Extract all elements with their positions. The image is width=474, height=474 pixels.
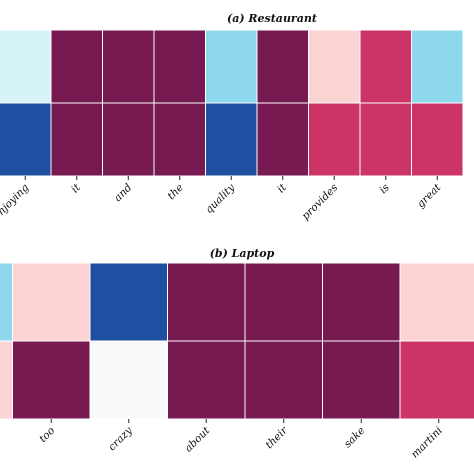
restaurant-tick-label: quality [203,181,238,216]
restaurant-cell-r0-c9 [411,29,464,104]
restaurant-tick-label: great [415,181,444,210]
restaurant-cell-r0-c4 [153,29,206,104]
laptop-cell-r0-c4 [244,262,323,342]
restaurant-heatmap: (a) Restaurant menjoyingitandthequalityi… [0,12,464,222]
laptop-tick-label: martini [409,425,445,461]
laptop-cell-r1-c0 [0,340,13,420]
laptop-tick-label: about [182,424,212,454]
laptop-cell-r1-c4 [244,340,323,420]
restaurant-cell-r0-c7 [308,29,361,104]
laptop-cell-r0-c0 [0,262,13,342]
restaurant-tick-label: it [69,181,83,195]
restaurant-cell-r0-c1 [0,29,52,104]
restaurant-tick-label: is [377,181,392,196]
restaurant-cell-r0-c8 [359,29,412,104]
restaurant-title: (a) Restaurant [227,12,317,25]
restaurant-cell-r1-c4 [153,102,206,177]
laptop-cell-r0-c5 [322,262,401,342]
restaurant-cell-r0-c5 [205,29,258,104]
restaurant-cell-r1-c1 [0,102,52,177]
restaurant-tick-label: the [165,182,186,203]
laptop-cell-r0-c2 [89,262,168,342]
restaurant-tick-label: provides [300,181,341,222]
restaurant-cell-r0-c2 [50,29,103,104]
laptop-tick-label: crazy [106,424,135,453]
laptop-cell-r1-c2 [89,340,168,420]
restaurant-cell-r1-c2 [50,102,103,177]
laptop-cell-r1-c5 [322,340,401,420]
restaurant-tick-label: it [275,181,289,195]
laptop-cell-r0-c1 [12,262,91,342]
laptop-title: (b) Laptop [210,247,275,260]
laptop-cell-r1-c1 [12,340,91,420]
laptop-cell-r0-c6 [399,262,474,342]
restaurant-cell-r1-c8 [359,102,412,177]
laptop-cell-r0-c3 [167,262,246,342]
laptop-tick-label: sake [342,425,368,451]
laptop-cell-r1-c6 [399,340,474,420]
restaurant-cell-r0-c6 [256,29,309,104]
restaurant-cell-r0-c3 [102,29,155,104]
laptop-tick-label: too [37,425,57,445]
laptop-tick-label: their [263,424,290,451]
laptop-heatmap: (b) Laptop too crazy about their sake martini [0,247,474,461]
restaurant-cell-r1-c7 [308,102,361,177]
restaurant-cell-r1-c6 [256,102,309,177]
laptop-cell-r1-c3 [167,340,246,420]
restaurant-cell-r1-c3 [102,102,155,177]
restaurant-tick-label: enjoying [0,181,32,222]
restaurant-cell-r1-c9 [411,102,464,177]
restaurant-cell-r1-c5 [205,102,258,177]
restaurant-tick-label: and [112,181,135,204]
